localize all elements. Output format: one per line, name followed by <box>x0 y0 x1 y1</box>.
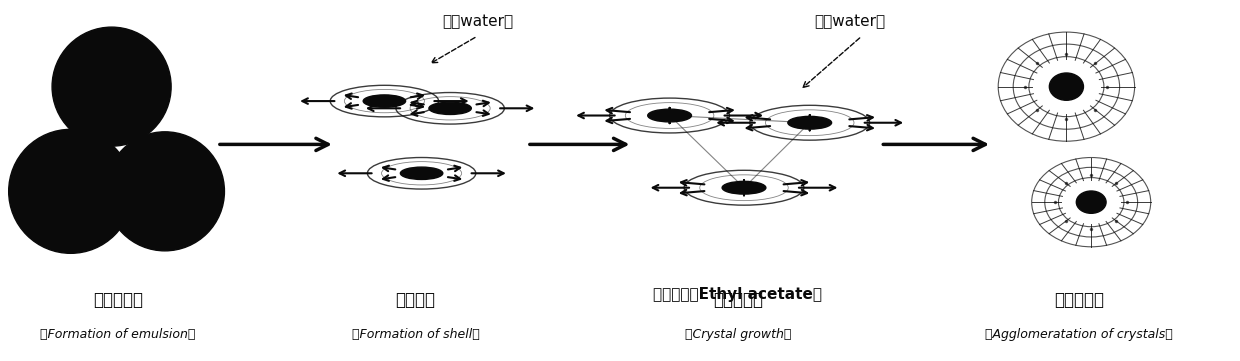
Text: （Formation of shell）: （Formation of shell） <box>351 328 480 341</box>
Ellipse shape <box>105 132 224 251</box>
Text: 醛酸乙酯（Ethyl acetate）: 醛酸乙酯（Ethyl acetate） <box>653 287 822 302</box>
Text: （Agglomeratation of crystals）: （Agglomeratation of crystals） <box>985 328 1173 341</box>
Text: 结晶的增长: 结晶的增长 <box>713 291 763 309</box>
Text: （Crystal growth）: （Crystal growth） <box>684 328 791 341</box>
Ellipse shape <box>9 129 133 253</box>
Ellipse shape <box>52 27 171 146</box>
Circle shape <box>429 102 471 114</box>
Circle shape <box>363 95 405 107</box>
Circle shape <box>647 109 692 122</box>
Text: 壳的形成: 壳的形成 <box>396 291 435 309</box>
Text: 水（water）: 水（water） <box>813 14 885 30</box>
Text: （Formation of emulsion）: （Formation of emulsion） <box>40 328 196 341</box>
Text: 晶体的聚集: 晶体的聚集 <box>1054 291 1104 309</box>
Text: 水（water）: 水（water） <box>441 14 513 30</box>
Circle shape <box>401 167 443 179</box>
Circle shape <box>787 116 832 129</box>
Ellipse shape <box>1076 191 1106 213</box>
Circle shape <box>722 181 766 194</box>
Text: 乳剂的形成: 乳剂的形成 <box>93 291 143 309</box>
Ellipse shape <box>1049 73 1084 100</box>
